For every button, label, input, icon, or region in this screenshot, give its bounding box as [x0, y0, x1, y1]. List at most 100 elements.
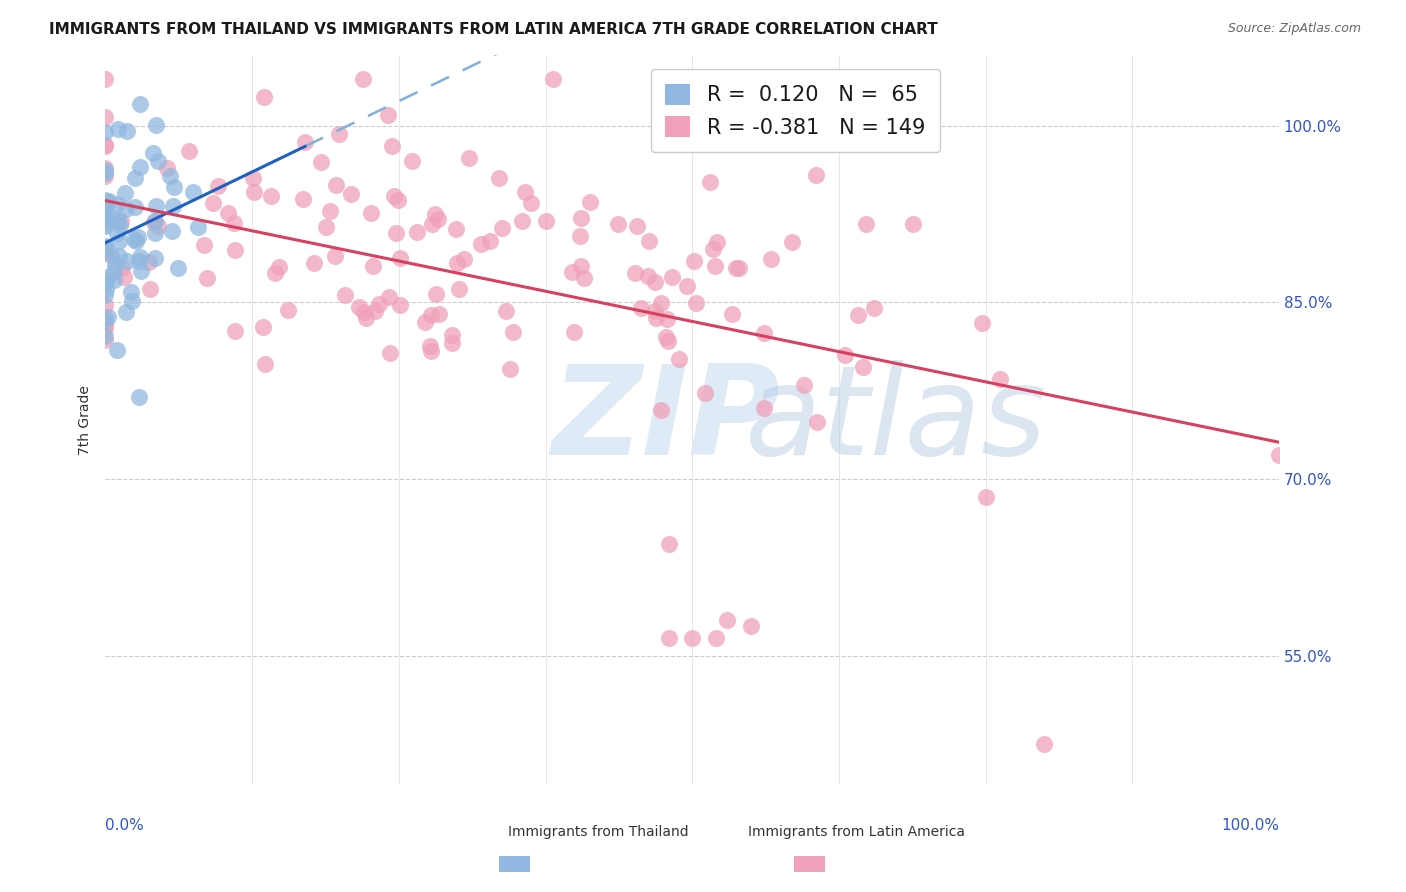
Point — [120, 285, 142, 299]
Point — [155, 161, 177, 175]
Point — [699, 176, 721, 190]
Point — [108, 250, 131, 264]
Point — [846, 308, 869, 322]
Point — [335, 288, 357, 302]
Point — [420, 308, 443, 322]
Point — [177, 144, 200, 158]
Point — [124, 200, 146, 214]
Point — [114, 186, 136, 201]
Point — [852, 359, 875, 374]
Point — [630, 301, 652, 315]
Point — [114, 202, 136, 216]
Point — [202, 196, 225, 211]
Point — [105, 226, 128, 240]
Point — [706, 235, 728, 249]
Point — [974, 490, 997, 504]
Point — [678, 131, 700, 145]
Point — [388, 252, 411, 266]
Point — [657, 312, 679, 326]
Point — [378, 346, 401, 360]
Point — [520, 195, 543, 210]
Point — [117, 254, 139, 268]
Point — [252, 320, 274, 334]
Point — [661, 270, 683, 285]
Point — [1033, 737, 1056, 751]
Point — [446, 256, 468, 270]
Point — [103, 263, 125, 277]
Point — [513, 185, 536, 199]
Point — [381, 138, 404, 153]
Point — [294, 136, 316, 150]
Point — [100, 248, 122, 262]
Point — [364, 303, 387, 318]
Point — [142, 146, 165, 161]
Point — [720, 307, 742, 321]
Point — [143, 251, 166, 265]
Point — [94, 244, 117, 258]
Point — [142, 214, 165, 228]
Point — [1268, 448, 1291, 462]
Point — [195, 270, 218, 285]
Point — [224, 243, 246, 257]
Point — [499, 362, 522, 376]
Point — [207, 178, 229, 193]
Point — [579, 194, 602, 209]
Text: 100.0%: 100.0% — [1220, 818, 1279, 833]
Point — [94, 169, 117, 183]
Point — [740, 619, 762, 633]
Point — [624, 266, 647, 280]
Point — [325, 178, 347, 192]
Point — [323, 249, 346, 263]
Point — [107, 234, 129, 248]
Point — [110, 213, 132, 227]
Point — [568, 228, 591, 243]
Point — [94, 199, 117, 213]
Point — [193, 237, 215, 252]
Point — [650, 402, 672, 417]
Point — [315, 219, 337, 234]
Point — [367, 297, 389, 311]
Point — [453, 252, 475, 266]
Point — [94, 163, 117, 178]
Point — [561, 265, 583, 279]
Point — [626, 219, 648, 233]
Point — [425, 286, 447, 301]
Point — [291, 192, 314, 206]
Point — [901, 218, 924, 232]
Point — [187, 219, 209, 234]
Point — [704, 259, 727, 273]
Point — [94, 211, 117, 226]
Point — [413, 315, 436, 329]
Point — [427, 212, 450, 227]
Point — [103, 272, 125, 286]
Point — [541, 71, 564, 86]
Point — [104, 257, 127, 271]
Point — [645, 311, 668, 326]
Point — [339, 186, 361, 201]
Point — [124, 232, 146, 246]
Point — [569, 211, 592, 226]
Point — [121, 294, 143, 309]
Point — [97, 310, 120, 324]
Point — [94, 282, 117, 296]
Point — [657, 334, 679, 348]
Point — [108, 218, 131, 232]
Text: IMMIGRANTS FROM THAILAND VS IMMIGRANTS FROM LATIN AMERICA 7TH GRADE CORRELATION : IMMIGRANTS FROM THAILAND VS IMMIGRANTS F… — [49, 22, 938, 37]
Point — [260, 188, 283, 202]
Point — [347, 300, 370, 314]
Point — [107, 212, 129, 227]
Point — [716, 613, 738, 627]
Point — [644, 304, 666, 318]
Point — [478, 234, 501, 248]
Point — [658, 631, 681, 645]
Point — [145, 118, 167, 132]
Point — [405, 225, 427, 239]
Point — [352, 71, 374, 86]
Point — [111, 260, 134, 275]
Point — [423, 206, 446, 220]
Point — [129, 250, 152, 264]
Point — [569, 259, 592, 273]
Point — [681, 631, 703, 645]
Point — [162, 198, 184, 212]
Point — [129, 161, 152, 175]
